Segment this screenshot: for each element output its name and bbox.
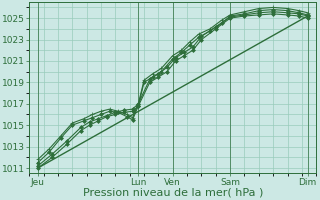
X-axis label: Pression niveau de la mer( hPa ): Pression niveau de la mer( hPa ) <box>83 188 263 198</box>
